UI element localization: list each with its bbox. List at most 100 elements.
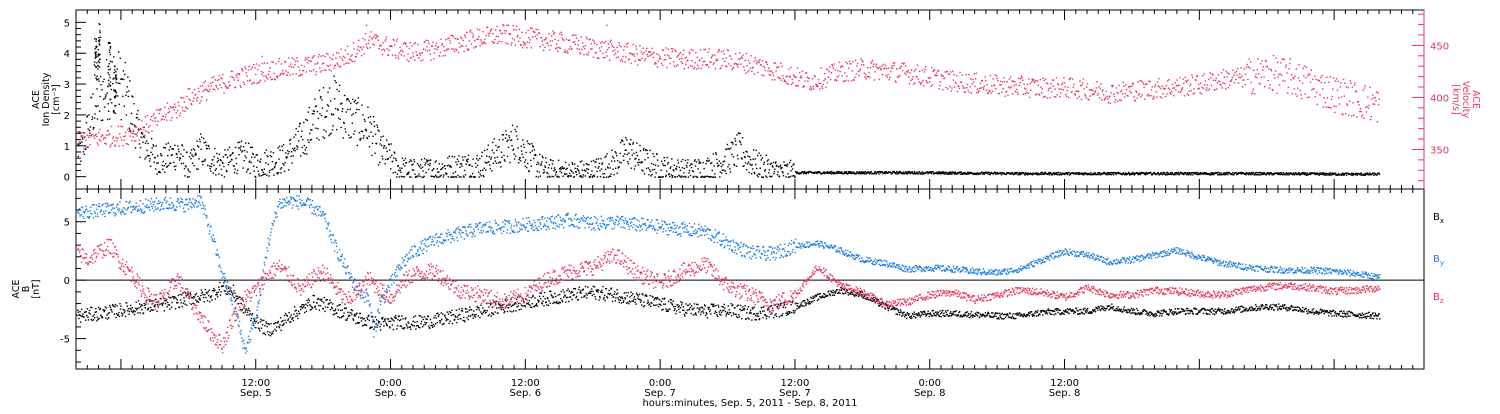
ion-density-point <box>652 153 653 154</box>
velocity-point <box>1078 91 1079 92</box>
ion-density-point <box>80 160 81 161</box>
ion-density-point <box>364 121 365 122</box>
velocity-point <box>705 49 706 50</box>
velocity-point <box>130 135 131 136</box>
velocity-point <box>723 50 724 51</box>
ion-density-point <box>636 142 637 143</box>
velocity-point <box>1043 96 1044 97</box>
ion-density-point <box>461 163 462 164</box>
ion-density-point <box>1040 174 1041 175</box>
ion-density-point <box>239 142 240 143</box>
velocity-point <box>566 50 567 51</box>
velocity-point <box>521 32 522 33</box>
velocity-point <box>757 72 758 73</box>
ion-density-point <box>656 154 657 155</box>
ion-density-point <box>447 157 448 158</box>
velocity-point <box>754 57 755 58</box>
velocity-point <box>657 66 658 67</box>
ion-density-point <box>284 171 285 172</box>
velocity-point <box>918 78 919 79</box>
velocity-point <box>813 88 814 89</box>
ion-density-point <box>238 147 239 148</box>
velocity-point <box>480 45 481 46</box>
ion-density-point <box>568 164 569 165</box>
velocity-point <box>521 44 522 45</box>
velocity-point <box>1091 94 1092 95</box>
velocity-point <box>250 79 251 80</box>
ion-density-point <box>430 159 431 160</box>
velocity-point <box>715 68 716 69</box>
velocity-point <box>821 86 822 87</box>
ion-density-point <box>509 162 510 163</box>
ion-density-point <box>215 174 216 175</box>
ion-density-point <box>293 136 294 137</box>
velocity-point <box>242 69 243 70</box>
velocity-point <box>422 52 423 53</box>
velocity-point <box>473 34 474 35</box>
ion-density-point <box>413 169 414 170</box>
velocity-point <box>1118 85 1119 86</box>
velocity-point <box>830 79 831 80</box>
ion-density-point <box>686 166 687 167</box>
velocity-point <box>1082 82 1083 83</box>
velocity-point <box>1233 75 1234 76</box>
velocity-point <box>159 110 160 111</box>
velocity-point <box>223 92 224 93</box>
velocity-point <box>190 99 191 100</box>
velocity-point <box>196 98 197 99</box>
velocity-point <box>862 60 863 61</box>
velocity-point <box>1109 96 1110 97</box>
velocity-point <box>744 70 745 71</box>
velocity-point <box>442 55 443 56</box>
velocity-point <box>874 71 875 72</box>
velocity-point <box>544 39 545 40</box>
ion-density-point <box>398 170 399 171</box>
velocity-point <box>116 140 117 141</box>
velocity-point <box>1052 79 1053 80</box>
velocity-point <box>558 47 559 48</box>
velocity-point <box>912 76 913 77</box>
ion-density-point <box>657 165 658 166</box>
ion-density-point <box>108 83 109 84</box>
ion-density-point <box>404 165 405 166</box>
ion-density-point <box>307 120 308 121</box>
velocity-point <box>385 39 386 40</box>
ion-density-point <box>124 74 125 75</box>
velocity-point <box>984 86 985 87</box>
ion-density-point <box>217 161 218 162</box>
velocity-point <box>548 45 549 46</box>
ion-density-point <box>1189 172 1190 173</box>
ion-density-point <box>1167 174 1168 175</box>
ion-density-point <box>581 176 582 177</box>
velocity-point <box>1021 76 1022 77</box>
ion-density-point <box>664 160 665 161</box>
velocity-point <box>292 73 293 74</box>
ion-density-point <box>290 156 291 157</box>
velocity-point <box>556 43 557 44</box>
ion-density-point <box>722 170 723 171</box>
ion-density-point <box>390 157 391 158</box>
velocity-point <box>1173 95 1174 96</box>
ion-density-point <box>216 168 217 169</box>
ion-density-point <box>632 143 633 144</box>
velocity-point <box>726 57 727 58</box>
ion-density-point <box>536 164 537 165</box>
ion-density-point <box>419 166 420 167</box>
ion-density-point <box>714 165 715 166</box>
ion-density-point <box>577 168 578 169</box>
velocity-point <box>436 49 437 50</box>
ion-density-point <box>223 156 224 157</box>
ion-density-point <box>503 134 504 135</box>
series-ion-density <box>77 23 1380 178</box>
ion-density-point <box>696 161 697 162</box>
ion-density-point <box>631 168 632 169</box>
velocity-point <box>781 66 782 67</box>
ion-density-point <box>1113 174 1114 175</box>
ion-density-point <box>652 169 653 170</box>
velocity-point <box>610 40 611 41</box>
ion-density-point <box>780 165 781 166</box>
ion-density-point <box>763 164 764 165</box>
velocity-point <box>1236 74 1237 75</box>
velocity-point <box>327 54 328 55</box>
velocity-point <box>192 100 193 101</box>
